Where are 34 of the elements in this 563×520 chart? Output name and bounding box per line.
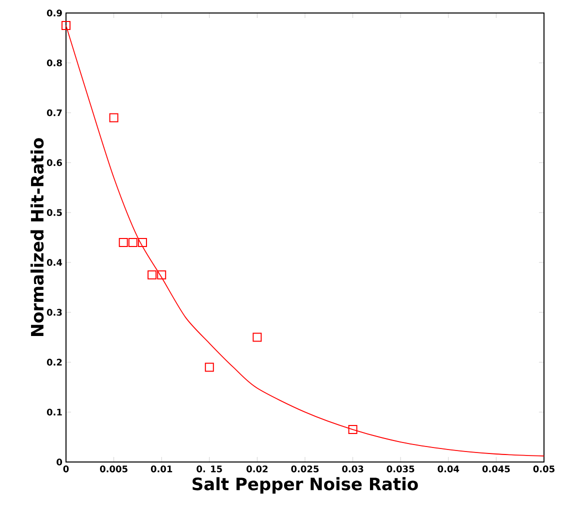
y-tick-label: 0.8 <box>46 59 62 66</box>
point <box>157 270 166 280</box>
x-tick-label: 0.05 <box>533 466 554 472</box>
x-tick-label: 0 <box>63 466 69 472</box>
point <box>204 362 214 372</box>
line-series <box>66 25 544 456</box>
point <box>348 425 358 434</box>
point <box>62 20 71 30</box>
x-tick-label: 0. 15 <box>196 466 222 472</box>
point <box>148 270 157 280</box>
y-tick-label: 0.1 <box>46 408 62 416</box>
y-tick-label: 0.2 <box>46 358 62 366</box>
x-tick-label: 0.045 <box>482 466 510 472</box>
x-tick-label: 0.005 <box>100 466 128 472</box>
point <box>118 238 128 247</box>
x-axis-title: Salt Pepper Noise Ratio <box>192 477 418 494</box>
y-tick-label: 0.9 <box>46 10 62 16</box>
x-tick-label: 0.025 <box>291 466 319 472</box>
point <box>109 113 118 122</box>
x-tick-label: 0.04 <box>438 466 460 472</box>
x-tick-label: 0.02 <box>246 466 268 472</box>
y-tick-label: 0.5 <box>46 209 62 216</box>
x-tick-label: 0.035 <box>386 466 414 472</box>
y-axis-title: Normalized Hit-Ratio <box>30 138 44 336</box>
point <box>252 332 262 342</box>
y-tick-label: 0.7 <box>46 109 62 116</box>
y-tick-label: 0.4 <box>46 259 62 266</box>
y-tick-label: 0.3 <box>46 308 62 316</box>
y-tick-label: 0 <box>56 458 62 466</box>
y-tick-label: 0.6 <box>46 159 62 166</box>
point <box>138 238 147 247</box>
point <box>128 238 138 247</box>
x-tick-label: 0.03 <box>342 466 364 472</box>
x-tick-label: 0.01 <box>150 466 172 472</box>
